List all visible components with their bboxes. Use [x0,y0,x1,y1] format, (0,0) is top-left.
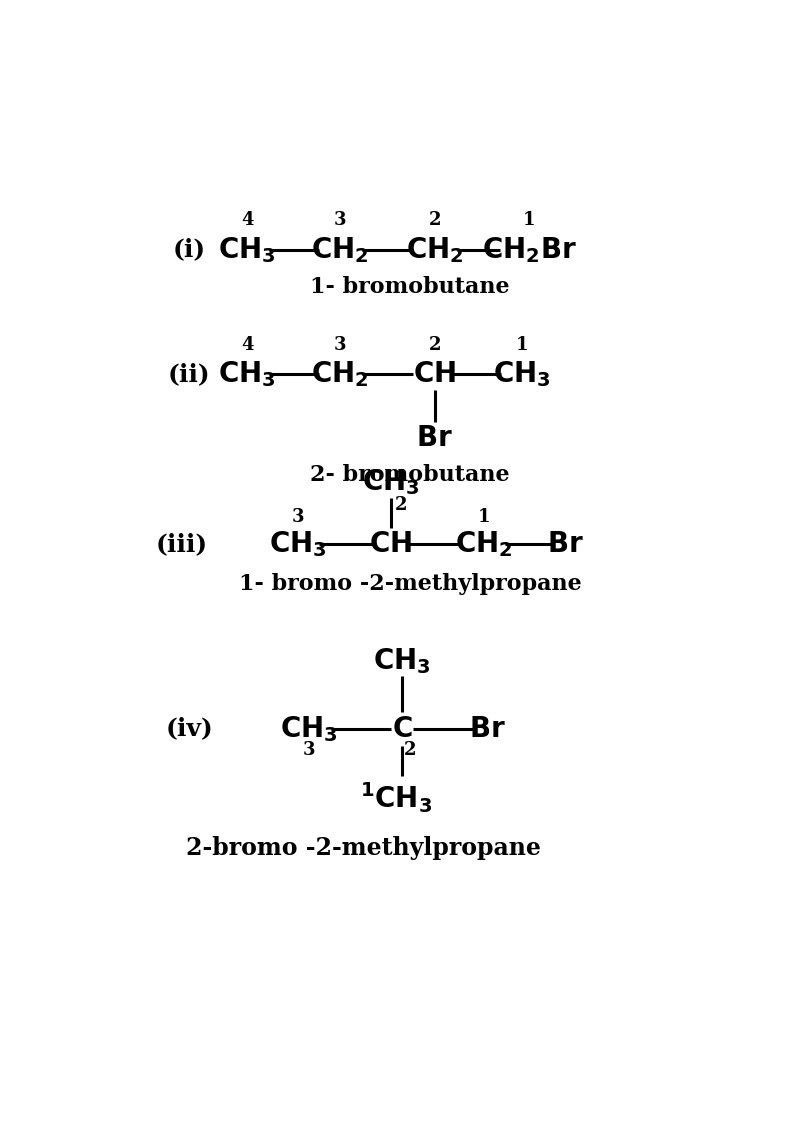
Text: $\mathbf{CH_2}$: $\mathbf{CH_2}$ [406,235,464,265]
Text: $\mathbf{CH_3}$: $\mathbf{CH_3}$ [218,360,276,389]
Text: $\mathbf{CH_2Br}$: $\mathbf{CH_2Br}$ [482,235,577,265]
Text: 2: 2 [394,497,407,515]
Text: $\mathbf{CH_3}$: $\mathbf{CH_3}$ [374,646,431,675]
Text: $\mathbf{CH_3}$: $\mathbf{CH_3}$ [280,714,338,743]
Text: 3: 3 [334,211,346,230]
Text: 1: 1 [523,211,536,230]
Text: 3: 3 [291,508,304,526]
Text: (ii): (ii) [168,362,210,387]
Text: $\mathbf{CH_3}$: $\mathbf{CH_3}$ [269,529,326,559]
Text: 4: 4 [241,211,254,230]
Text: 2: 2 [429,211,441,230]
Text: $\mathbf{CH}$: $\mathbf{CH}$ [369,529,412,558]
Text: $\mathbf{CH_3}$: $\mathbf{CH_3}$ [494,360,551,389]
Text: $\mathbf{CH_3}$: $\mathbf{CH_3}$ [362,467,419,498]
Text: 2-bromo -2-methylpropane: 2-bromo -2-methylpropane [186,836,541,860]
Text: 2: 2 [404,741,416,759]
Text: $\mathbf{C}$: $\mathbf{C}$ [392,715,413,743]
Text: $\mathbf{Br}$: $\mathbf{Br}$ [469,715,506,743]
Text: $\mathbf{CH_3}$: $\mathbf{CH_3}$ [218,235,276,265]
Text: 2- bromobutane: 2- bromobutane [310,464,510,485]
Text: $\mathbf{^1CH_3}$: $\mathbf{^1CH_3}$ [360,780,432,815]
Text: 2: 2 [429,336,441,354]
Text: 4: 4 [241,336,254,354]
Text: 1- bromo -2-methylpropane: 1- bromo -2-methylpropane [238,573,582,595]
Text: $\mathbf{Br}$: $\mathbf{Br}$ [546,529,583,558]
Text: (iii): (iii) [155,532,207,555]
Text: $\mathbf{CH_2}$: $\mathbf{CH_2}$ [311,360,369,389]
Text: 1- bromobutane: 1- bromobutane [310,276,510,297]
Text: (i): (i) [173,238,206,261]
Text: (iv): (iv) [166,717,213,741]
Text: $\mathbf{Br}$: $\mathbf{Br}$ [417,424,453,451]
Text: 3: 3 [334,336,346,354]
Text: 1: 1 [478,508,490,526]
Text: $\mathbf{CH_2}$: $\mathbf{CH_2}$ [311,235,369,265]
Text: $\mathbf{CH_2}$: $\mathbf{CH_2}$ [454,529,513,559]
Text: 3: 3 [303,741,315,759]
Text: $\mathbf{CH}$: $\mathbf{CH}$ [414,361,456,388]
Text: 1: 1 [516,336,529,354]
